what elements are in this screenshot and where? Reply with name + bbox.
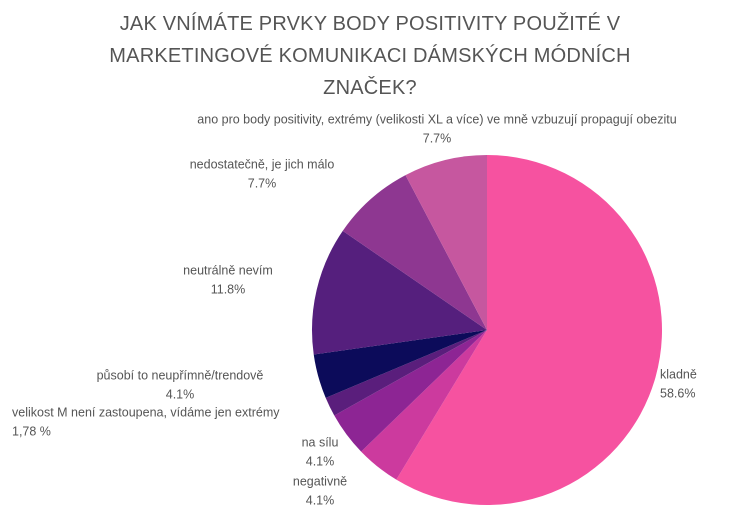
slice-value-label: 4.1% (306, 493, 335, 506)
slice-label: neutrálně nevím (183, 263, 273, 277)
slice-value-label: 58.6% (660, 386, 695, 400)
slice-value-label: 4.1% (306, 454, 335, 468)
slice-value-label: 4.1% (166, 387, 195, 401)
slice-value-label: 11.8% (211, 282, 246, 296)
slice-label: velikost M není zastoupena, vídáme jen e… (12, 405, 280, 419)
pie-slice (342, 175, 487, 330)
slice-label: působí to neupřímně/trendově (97, 368, 264, 382)
slice-label: ano pro body positivity, extrémy (veliko… (197, 112, 676, 126)
pie-slice (313, 330, 487, 398)
pie-slice (396, 155, 662, 506)
pie-slice (334, 330, 487, 452)
pie-slice (312, 230, 487, 355)
pie-slice (361, 330, 487, 480)
slice-label: kladně (660, 367, 697, 381)
slice-label: na sílu (302, 435, 339, 449)
slice-value-label: 7.7% (248, 176, 277, 190)
slice-value-label: 7.7% (423, 131, 452, 145)
pie-slice (325, 330, 487, 416)
slice-value-label: 1,78 % (12, 424, 51, 438)
slice-label: nedostatečně, je jich málo (190, 157, 335, 171)
pie-slice (405, 155, 487, 330)
chart-title: JAK VNÍMÁTE PRVKY BODY POSITIVITY POUŽIT… (109, 13, 631, 99)
slice-label: negativně (293, 474, 347, 488)
